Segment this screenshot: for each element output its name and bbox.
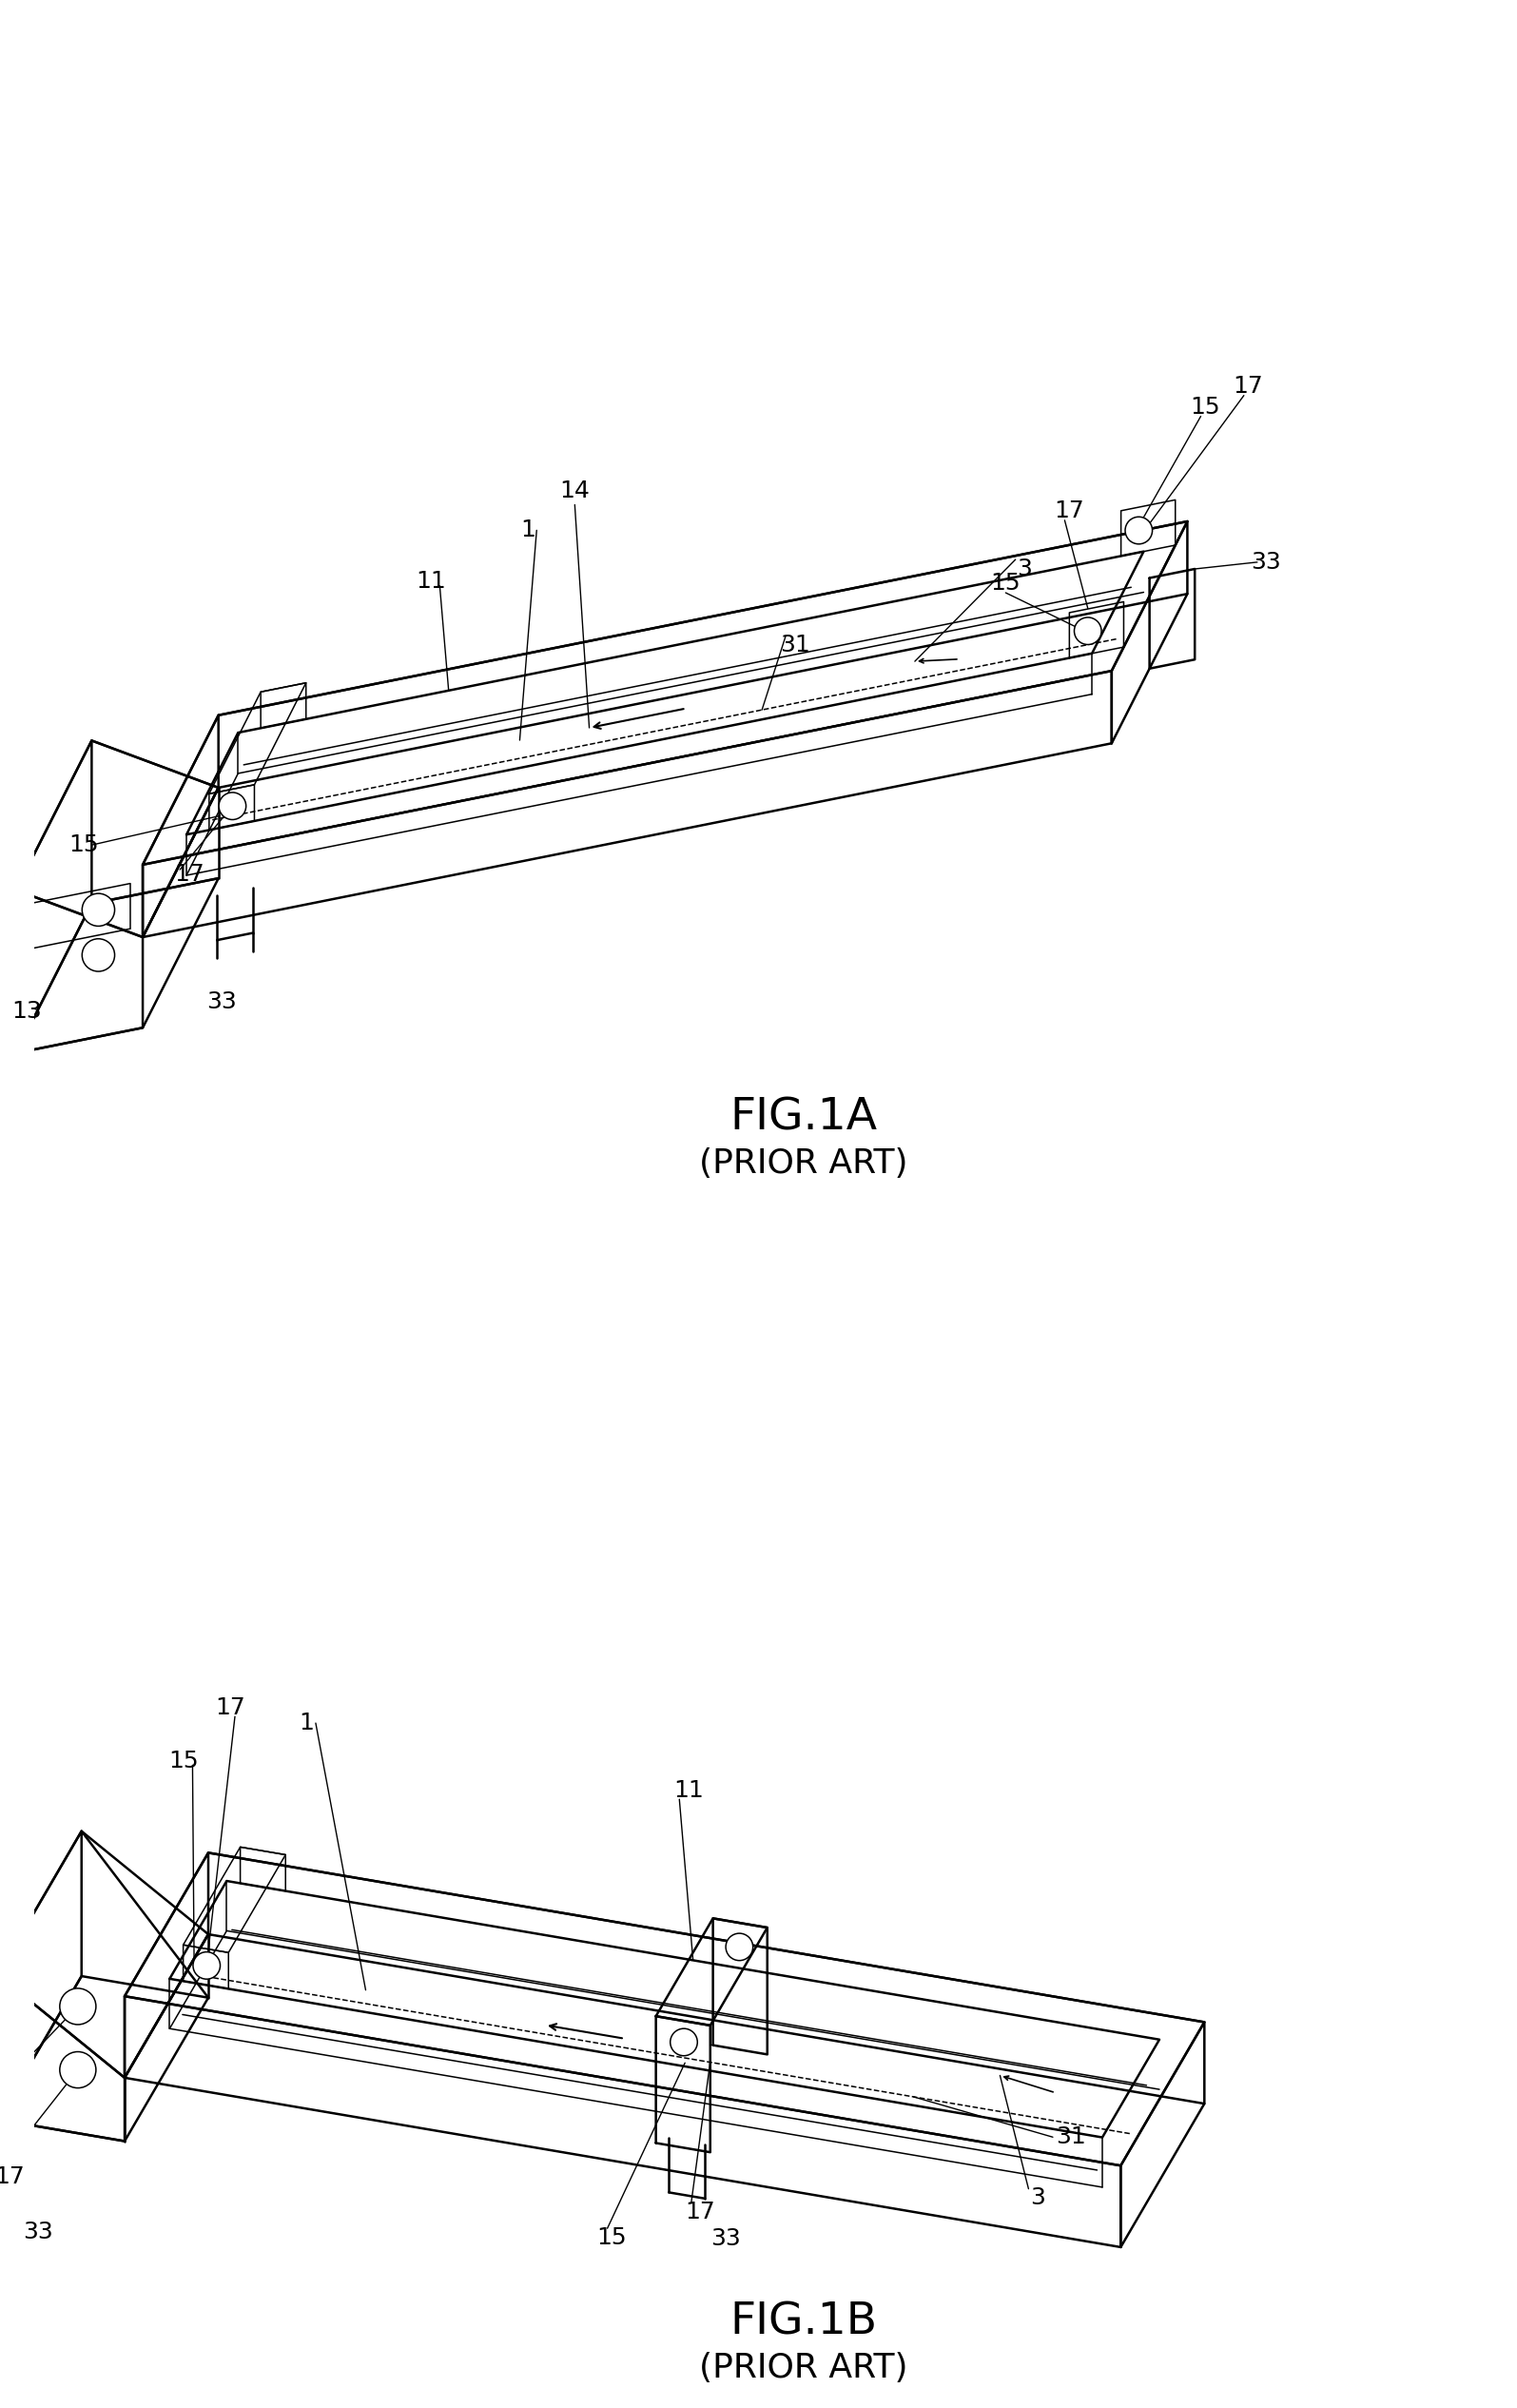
Text: 11: 11	[674, 1780, 704, 1801]
Text: 3: 3	[1030, 2186, 1045, 2208]
Text: FIG.1B: FIG.1B	[730, 2302, 877, 2343]
Circle shape	[82, 893, 115, 927]
Text: 14: 14	[560, 479, 590, 503]
Text: 17: 17	[215, 1695, 246, 1719]
Text: 31: 31	[780, 633, 810, 657]
Circle shape	[1126, 518, 1153, 544]
Circle shape	[1074, 616, 1101, 645]
Text: 15: 15	[991, 573, 1021, 595]
Circle shape	[671, 2028, 698, 2056]
Text: 33: 33	[23, 2220, 53, 2244]
Circle shape	[59, 1989, 96, 2025]
Text: 17: 17	[686, 2201, 716, 2223]
Text: 33: 33	[711, 2227, 742, 2249]
Circle shape	[82, 939, 115, 970]
Text: (PRIOR ART): (PRIOR ART)	[699, 2353, 909, 2384]
Text: 17: 17	[174, 862, 203, 886]
Text: 1: 1	[299, 1712, 314, 1734]
Text: 15: 15	[68, 833, 99, 857]
Text: 15: 15	[596, 2225, 627, 2249]
Text: 17: 17	[0, 2165, 24, 2189]
Text: 15: 15	[168, 1748, 199, 1772]
Text: 17: 17	[1233, 376, 1264, 397]
Text: 3: 3	[1016, 556, 1032, 580]
Text: (PRIOR ART): (PRIOR ART)	[699, 1149, 909, 1180]
Text: 31: 31	[1056, 2126, 1086, 2148]
Text: 33: 33	[1252, 551, 1282, 573]
Text: 17: 17	[1054, 501, 1085, 523]
Text: 1: 1	[520, 518, 536, 542]
Circle shape	[193, 1953, 220, 1979]
Text: 13: 13	[12, 999, 42, 1023]
Text: 33: 33	[206, 990, 237, 1014]
Circle shape	[59, 2052, 96, 2088]
Circle shape	[725, 1934, 752, 1960]
Circle shape	[218, 792, 246, 819]
Text: 11: 11	[416, 571, 446, 592]
Text: FIG.1A: FIG.1A	[730, 1098, 877, 1139]
Text: 15: 15	[1191, 395, 1220, 419]
